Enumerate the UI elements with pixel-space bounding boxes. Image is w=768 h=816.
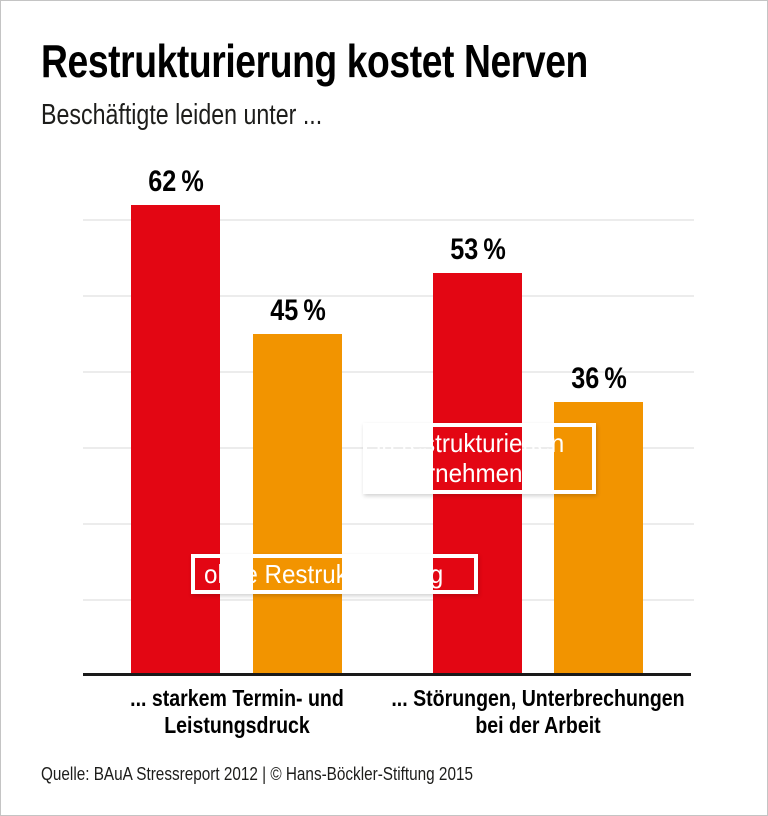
legend-label-line: in restrukturierten (376, 428, 565, 458)
category-label-line: bei der Arbeit (475, 712, 601, 738)
gridline (83, 295, 694, 297)
bar (433, 273, 522, 676)
gridline (83, 219, 694, 221)
value-label: 36 % (570, 362, 627, 396)
category-label-line: ... starkem Termin- und (130, 685, 344, 711)
chart-title: Restrukturierung kostet Nerven (41, 35, 588, 87)
legend-label-line: ohne Restrukturierung (204, 559, 444, 589)
category-label-stoerungen-unterbrechungen: ... Störungen, Unterbrechungen bei der A… (368, 685, 708, 739)
gridline (83, 523, 694, 525)
gridline (83, 371, 694, 373)
plot-area: 62 % 53 % 45 % 36 % (83, 156, 694, 676)
legend-label-line: Unternehmen (376, 458, 523, 488)
value-label: 62 % (147, 164, 204, 198)
source-note: Quelle: BAuA Stressreport 2012 | © Hans-… (41, 764, 473, 784)
chart-subtitle: Beschäftigte leiden unter ... (41, 99, 323, 131)
bar (253, 334, 342, 676)
gridline (83, 447, 694, 449)
category-label-line: ... Störungen, Unterbrechungen (391, 685, 685, 711)
value-label: 53 % (449, 233, 506, 267)
category-label-line: Leistungsdruck (164, 712, 310, 738)
category-label-termin-leistungsdruck: ... starkem Termin- und Leistungsdruck (67, 685, 407, 739)
x-axis-line (83, 673, 691, 676)
bar (554, 402, 643, 676)
legend-without-restructuring: ohne Restrukturierung (191, 554, 478, 594)
gridline (83, 599, 694, 601)
legend-restructured-companies: in restrukturierten Unternehmen (363, 423, 596, 494)
bar (131, 204, 220, 676)
value-label: 45 % (269, 294, 326, 327)
